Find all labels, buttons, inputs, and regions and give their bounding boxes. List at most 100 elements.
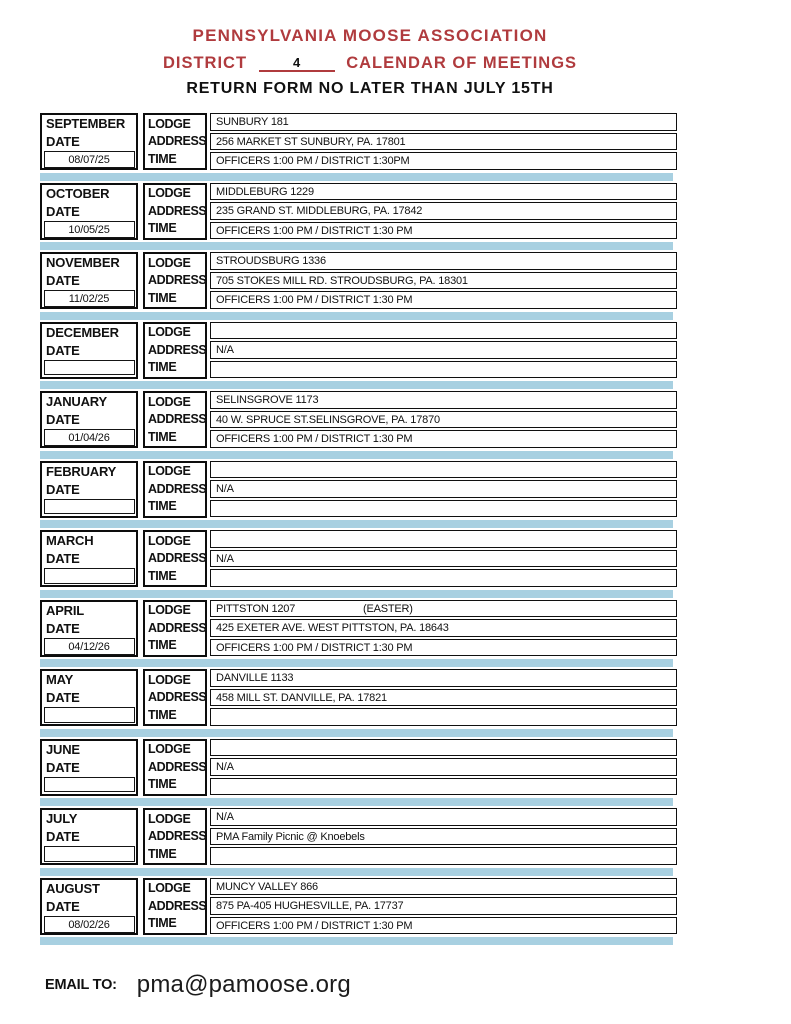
field-labels-box: LODGE ADDRESS TIME: [143, 877, 207, 935]
address-value-field[interactable]: 705 STOKES MILL RD. STROUDSBURG, PA. 183…: [210, 271, 677, 290]
month-label: APRIL: [46, 602, 85, 618]
time-label: TIME: [148, 429, 177, 444]
lodge-value-field[interactable]: [210, 321, 677, 339]
address-value-field[interactable]: N/A: [210, 480, 677, 498]
time-value-field[interactable]: OFFICERS 1:00 PM / DISTRICT 1:30 PM: [210, 291, 677, 309]
time-value-field[interactable]: OFFICERS 1:00 PM / DISTRICT 1:30PM: [210, 152, 677, 170]
month-date-box: MARCH DATE: [40, 530, 138, 587]
meetings-table: SEPTEMBER DATE 08/07/25 LODGE ADDRESS TI…: [40, 113, 677, 945]
lodge-label: LODGE: [148, 255, 191, 270]
address-value-field[interactable]: 235 GRAND ST. MIDDLEBURG, PA. 17842: [210, 202, 677, 220]
separator-bar: [40, 937, 673, 945]
address-label: ADDRESS: [148, 829, 207, 843]
time-value-field[interactable]: OFFICERS 1:00 PM / DISTRICT 1:30 PM: [210, 430, 677, 448]
date-value-field[interactable]: [43, 776, 135, 792]
address-value-field[interactable]: N/A: [210, 549, 677, 568]
time-label: TIME: [148, 707, 177, 722]
lodge-value: PITTSTON 1207: [216, 602, 296, 615]
time-value-field[interactable]: OFFICERS 1:00 PM / DISTRICT 1:30 PM: [210, 916, 677, 935]
date-value-field[interactable]: 11/02/25: [43, 290, 135, 307]
lodge-value-field[interactable]: STROUDSBURG 1336: [210, 252, 677, 270]
date-value-field[interactable]: 04/12/26: [43, 637, 135, 655]
time-value: OFFICERS 1:00 PM / DISTRICT 1:30 PM: [216, 919, 413, 932]
address-value-field[interactable]: N/A: [210, 341, 677, 359]
time-value-field[interactable]: [210, 569, 677, 587]
date-value-field[interactable]: [43, 498, 135, 514]
date-value-field[interactable]: 08/07/25: [43, 151, 135, 168]
time-value-field[interactable]: OFFICERS 1:00 PM / DISTRICT 1:30 PM: [210, 638, 677, 657]
address-value-field[interactable]: 875 PA-405 HUGHESVILLE, PA. 17737: [210, 897, 677, 915]
email-label: EMAIL TO:: [45, 977, 117, 993]
address-value: N/A: [216, 344, 234, 357]
date-value-field[interactable]: 01/04/26: [43, 429, 135, 446]
field-labels-box: LODGE ADDRESS TIME: [143, 530, 207, 587]
lodge-note: (EASTER): [363, 602, 413, 615]
date-label: DATE: [46, 690, 80, 705]
lodge-value-field[interactable]: [210, 738, 677, 756]
time-value: OFFICERS 1:00 PM / DISTRICT 1:30 PM: [216, 224, 413, 237]
values-column: N/A: [210, 460, 677, 518]
lodge-value-field[interactable]: SELINSGROVE 1173: [210, 391, 677, 409]
time-label: TIME: [148, 360, 177, 374]
address-value-field[interactable]: PMA Family Picnic @ Knoebels: [210, 827, 677, 846]
lodge-value-field[interactable]: [210, 460, 677, 478]
time-value-field[interactable]: [210, 708, 677, 726]
month-date-box: JUNE DATE: [40, 738, 138, 796]
date-label: DATE: [46, 203, 80, 219]
time-value: OFFICERS 1:00 PM / DISTRICT 1:30 PM: [216, 294, 413, 307]
address-value-field[interactable]: 256 MARKET ST SUNBURY, PA. 17801: [210, 132, 677, 151]
lodge-label: LODGE: [148, 742, 191, 756]
month-block: FEBRUARY DATE LODGE ADDRESS TIME N/A: [40, 460, 677, 518]
address-value-field[interactable]: 425 EXETER AVE. WEST PITTSTON, PA. 18643: [210, 619, 677, 637]
date-label: DATE: [46, 898, 80, 914]
separator-bar: [40, 867, 673, 876]
lodge-value-field[interactable]: SUNBURY 181: [210, 113, 677, 131]
lodge-value-field[interactable]: MUNCY VALLEY 866: [210, 877, 677, 895]
address-value-field[interactable]: 40 W. SPRUCE ST.SELINSGROVE, PA. 17870: [210, 410, 677, 429]
month-label: OCTOBER: [46, 185, 110, 201]
lodge-value-field[interactable]: [210, 530, 677, 548]
values-column: N/A: [210, 738, 677, 796]
address-value-field[interactable]: N/A: [210, 758, 677, 776]
separator-bar: [40, 311, 673, 320]
lodge-value: DANVILLE 1133: [216, 672, 294, 684]
date-value-field[interactable]: [43, 359, 135, 375]
month-label: FEBRUARY: [46, 463, 117, 479]
lodge-value-field[interactable]: PITTSTON 1207 (EASTER): [210, 599, 677, 617]
time-value-field[interactable]: [210, 499, 677, 518]
lodge-value-field[interactable]: DANVILLE 1133: [210, 669, 677, 687]
separator-bar: [40, 242, 673, 250]
month-date-box: JANUARY DATE 01/04/26: [40, 391, 138, 448]
field-labels-box: LODGE ADDRESS TIME: [143, 669, 207, 726]
district-number-field[interactable]: 4: [258, 56, 335, 72]
time-value-field[interactable]: [210, 847, 677, 865]
address-value: 875 PA-405 HUGHESVILLE, PA. 17737: [216, 900, 404, 913]
month-label: JUNE: [46, 741, 80, 757]
date-value-field[interactable]: [43, 568, 135, 584]
month-label: SEPTEMBER: [46, 116, 126, 131]
field-labels-box: LODGE ADDRESS TIME: [143, 738, 207, 796]
lodge-label: LODGE: [148, 533, 191, 548]
month-label: DECEMBER: [46, 324, 119, 340]
time-value-field[interactable]: OFFICERS 1:00 PM / DISTRICT 1:30 PM: [210, 221, 677, 240]
lodge-value-field[interactable]: N/A: [210, 808, 677, 826]
date-value-field[interactable]: 08/02/26: [43, 915, 135, 933]
date-value-field[interactable]: [43, 707, 135, 723]
month-block: JANUARY DATE 01/04/26 LODGE ADDRESS TIME…: [40, 391, 677, 448]
address-label: ADDRESS: [148, 620, 207, 635]
lodge-value: SUNBURY 181: [216, 116, 289, 128]
separator-bar: [40, 172, 673, 181]
lodge-value: N/A: [216, 811, 234, 823]
lodge-value-field[interactable]: MIDDLEBURG 1229: [210, 182, 677, 200]
time-value-field[interactable]: [210, 360, 677, 379]
address-value-field[interactable]: 458 MILL ST. DANVILLE, PA. 17821: [210, 688, 677, 707]
month-label: MARCH: [46, 533, 94, 548]
address-value: 705 STOKES MILL RD. STROUDSBURG, PA. 183…: [216, 274, 468, 287]
date-value-field[interactable]: [43, 846, 135, 862]
lodge-label: LODGE: [148, 464, 191, 478]
month-date-box: FEBRUARY DATE: [40, 460, 138, 518]
association-title: PENNSYLVANIA MOOSE ASSOCIATION: [192, 26, 548, 45]
values-column: N/A: [210, 321, 677, 379]
time-value-field[interactable]: [210, 777, 677, 796]
date-value-field[interactable]: 10/05/25: [43, 220, 135, 238]
